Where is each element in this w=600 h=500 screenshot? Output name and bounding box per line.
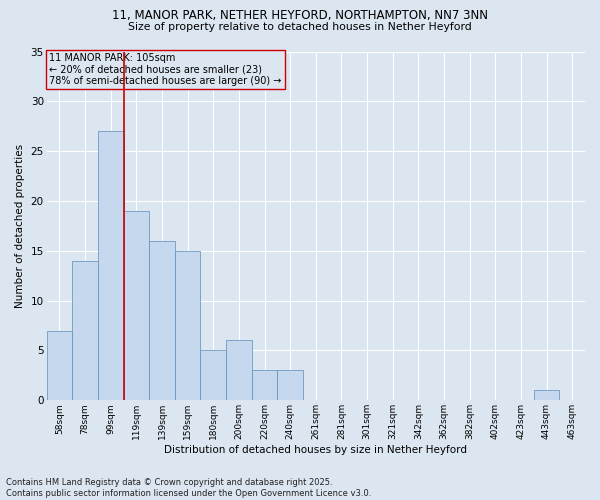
X-axis label: Distribution of detached houses by size in Nether Heyford: Distribution of detached houses by size … [164, 445, 467, 455]
Bar [200, 350, 226, 401]
Text: 11, MANOR PARK, NETHER HEYFORD, NORTHAMPTON, NN7 3NN: 11, MANOR PARK, NETHER HEYFORD, NORTHAMP… [112, 9, 488, 22]
Text: Contains HM Land Registry data © Crown copyright and database right 2025.
Contai: Contains HM Land Registry data © Crown c… [6, 478, 371, 498]
Bar [226, 340, 251, 400]
Bar [251, 370, 277, 400]
Bar [47, 330, 72, 400]
Y-axis label: Number of detached properties: Number of detached properties [15, 144, 25, 308]
Bar [175, 251, 200, 400]
Bar [149, 241, 175, 400]
Bar [277, 370, 303, 400]
Text: Size of property relative to detached houses in Nether Heyford: Size of property relative to detached ho… [128, 22, 472, 32]
Bar [124, 211, 149, 400]
Bar [72, 261, 98, 400]
Bar [534, 390, 559, 400]
Text: 11 MANOR PARK: 105sqm
← 20% of detached houses are smaller (23)
78% of semi-deta: 11 MANOR PARK: 105sqm ← 20% of detached … [49, 53, 281, 86]
Bar [98, 131, 124, 400]
